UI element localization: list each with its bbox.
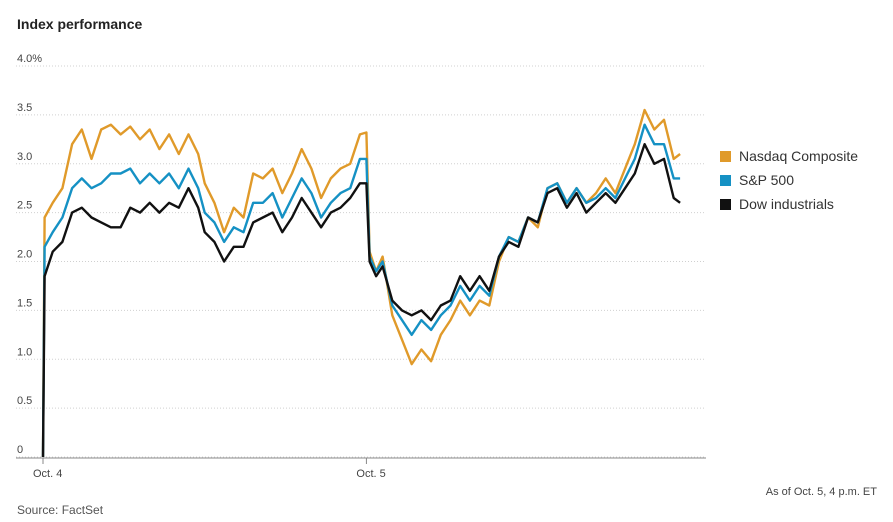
page-title: Index performance (17, 16, 143, 32)
legend-swatch-nasdaq (720, 150, 731, 162)
legend-item-sp500: S&P 500 (720, 168, 858, 192)
legend-label-dow: Dow industrials (739, 196, 834, 212)
y-tick-label: 0.5 (17, 395, 32, 407)
series-lines (41, 108, 681, 458)
y-tick-label: 2.0 (17, 249, 32, 261)
series-line-sp500 (41, 123, 681, 458)
legend: Nasdaq Composite S&P 500 Dow industrials (720, 144, 858, 216)
legend-item-nasdaq: Nasdaq Composite (720, 144, 858, 168)
y-axis: 0 0.5 1.0 1.5 2.0 2.5 3.0 3.5 4.0% (17, 53, 42, 456)
grid (16, 65, 706, 459)
legend-label-sp500: S&P 500 (739, 172, 795, 188)
source-note: Source: FactSet (17, 503, 104, 517)
y-tick-label: 4.0% (17, 53, 42, 65)
x-tick-label: Oct. 4 (33, 468, 62, 480)
x-axis: Oct. 4 Oct. 5 (33, 458, 386, 480)
footnote: As of Oct. 5, 4 p.m. ET (765, 486, 877, 498)
legend-item-dow: Dow industrials (720, 192, 858, 216)
series-line-dow (41, 142, 681, 458)
y-tick-label: 3.5 (17, 102, 32, 114)
y-tick-label: 2.5 (17, 200, 32, 212)
y-tick-label: 1.0 (17, 346, 32, 358)
series-line-nasdaq (41, 108, 681, 458)
legend-label-nasdaq: Nasdaq Composite (739, 148, 859, 164)
y-tick-label: 3.0 (17, 151, 32, 163)
y-tick-label: 0 (17, 444, 23, 456)
x-tick-label: Oct. 5 (356, 468, 385, 480)
legend-swatch-dow (720, 198, 731, 210)
legend-swatch-sp500 (720, 174, 731, 186)
y-tick-label: 1.5 (17, 297, 32, 309)
